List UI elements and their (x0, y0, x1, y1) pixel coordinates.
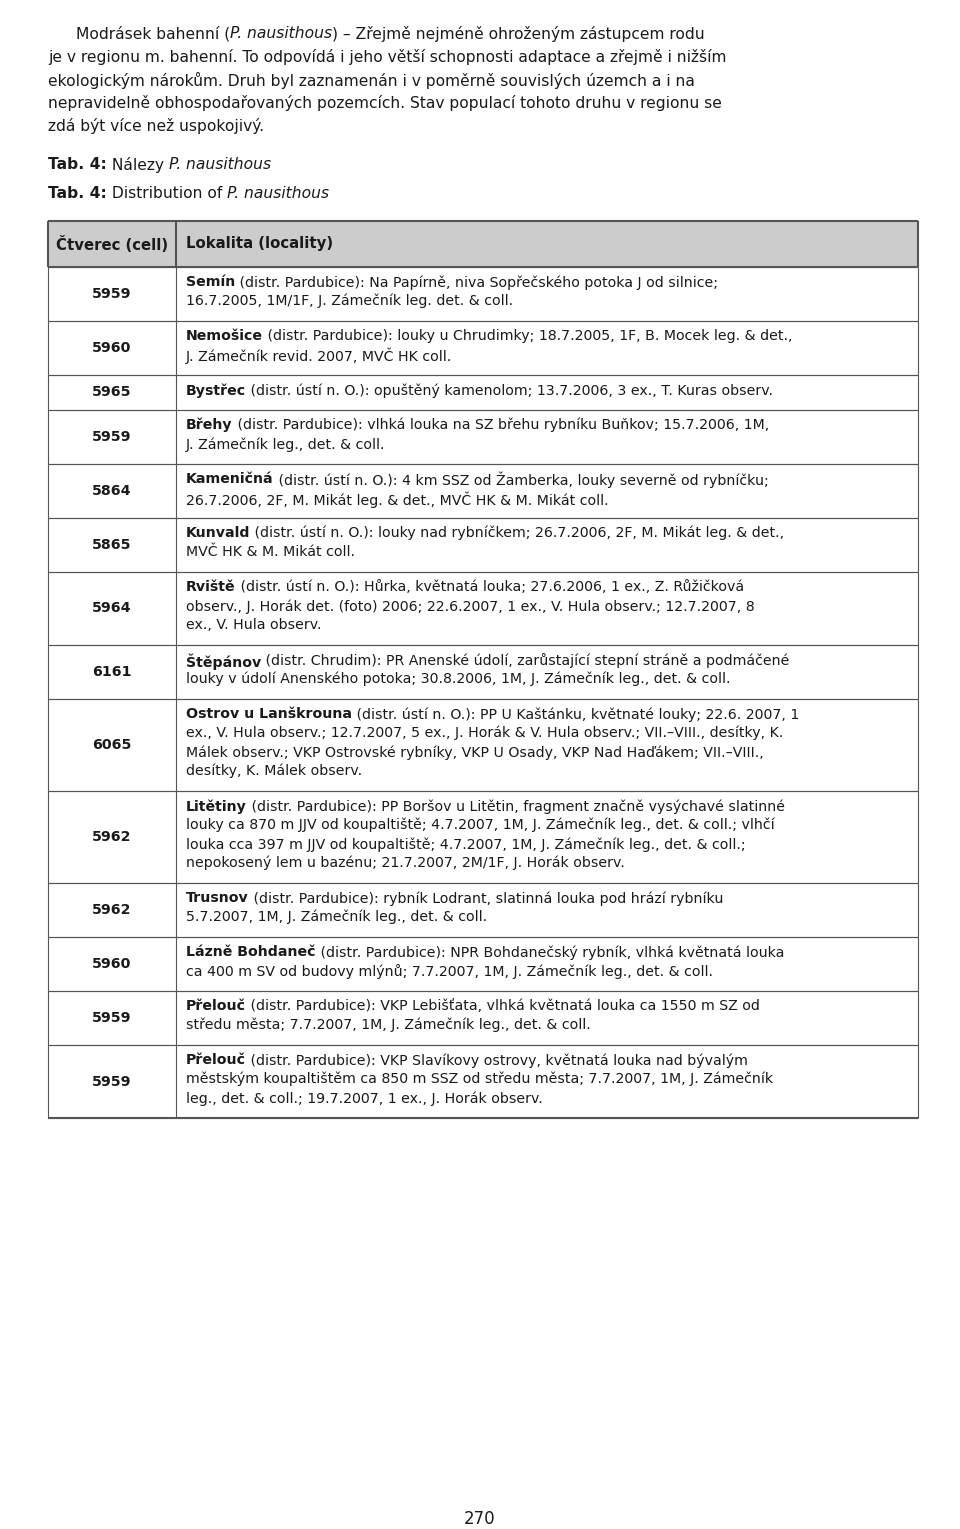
Text: Čtverec (cell): Čtverec (cell) (56, 235, 168, 252)
Text: Trusnov: Trusnov (186, 891, 249, 905)
Text: Přelouč: Přelouč (186, 998, 246, 1014)
Text: J. Zámečník revid. 2007, MVČ HK coll.: J. Zámečník revid. 2007, MVČ HK coll. (186, 349, 452, 364)
Text: (distr. Pardubice): VKP Slavíkovy ostrovy, květnatá louka nad bývalým: (distr. Pardubice): VKP Slavíkovy ostrov… (246, 1053, 748, 1067)
Bar (48, 699, 918, 790)
Text: Málek observ.; VKP Ostrovské rybníky, VKP U Osady, VKP Nad Haďákem; VII.–VIII.,: Málek observ.; VKP Ostrovské rybníky, VK… (186, 745, 764, 760)
Text: Bystřec: Bystřec (186, 382, 246, 398)
Text: Modrásek bahenní (: Modrásek bahenní ( (76, 26, 230, 41)
Text: MVČ HK & M. Mikát coll.: MVČ HK & M. Mikát coll. (186, 544, 355, 560)
Text: 5959: 5959 (92, 430, 132, 443)
Text: Tab. 4:: Tab. 4: (48, 187, 107, 200)
Text: nepokosený lem u bazénu; 21.7.2007, 2M/1F, J. Horák observ.: nepokosený lem u bazénu; 21.7.2007, 2M/1… (186, 856, 625, 870)
Text: 5965: 5965 (92, 385, 132, 399)
Text: Kunvald: Kunvald (186, 526, 251, 540)
Text: louka cca 397 m JJV od koupaltiště; 4.7.2007, 1M, J. Zámečník leg., det. & coll.: louka cca 397 m JJV od koupaltiště; 4.7.… (186, 836, 746, 852)
Bar (48, 790, 918, 884)
Text: louky ca 870 m JJV od koupaltiště; 4.7.2007, 1M, J. Zámečník leg., det. & coll.;: louky ca 870 m JJV od koupaltiště; 4.7.2… (186, 818, 775, 832)
Bar (48, 410, 918, 463)
Bar (48, 645, 918, 699)
Text: Lázně Bohdaneč: Lázně Bohdaneč (186, 945, 316, 959)
Text: Litětiny: Litětiny (186, 800, 247, 813)
Text: Tab. 4:: Tab. 4: (48, 157, 107, 171)
Text: městským koupaltištěm ca 850 m SSZ od středu města; 7.7.2007, 1M, J. Zámečník: městským koupaltištěm ca 850 m SSZ od st… (186, 1072, 773, 1087)
Text: (distr. Pardubice): vlhká louka na SZ břehu rybníku Buňkov; 15.7.2006, 1M,: (distr. Pardubice): vlhká louka na SZ bř… (232, 417, 769, 433)
Text: Rviště: Rviště (186, 579, 235, 593)
Text: 5959: 5959 (92, 1075, 132, 1089)
Text: louky v údolí Anenského potoka; 30.8.2006, 1M, J. Zámečník leg., det. & coll.: louky v údolí Anenského potoka; 30.8.200… (186, 673, 731, 687)
Bar (48, 884, 918, 937)
Text: Distribution of: Distribution of (107, 187, 227, 200)
Text: leg., det. & coll.; 19.7.2007, 1 ex., J. Horák observ.: leg., det. & coll.; 19.7.2007, 1 ex., J.… (186, 1092, 542, 1105)
Bar (48, 268, 918, 321)
Bar (48, 222, 918, 268)
Text: (distr. Pardubice): PP Boršov u Litětin, fragment značně vysýchavé slatinné: (distr. Pardubice): PP Boršov u Litětin,… (247, 800, 785, 813)
Text: 5960: 5960 (92, 957, 132, 971)
Text: 5959: 5959 (92, 287, 132, 301)
Text: (distr. Pardubice): Na Papírně, niva Sopřečského potoka J od silnice;: (distr. Pardubice): Na Papírně, niva Sop… (235, 275, 718, 289)
Text: Nemošice: Nemošice (186, 329, 263, 342)
Text: Kameničná: Kameničná (186, 472, 274, 486)
Text: 5865: 5865 (92, 538, 132, 552)
Text: Břehy: Břehy (186, 417, 232, 433)
Text: ex., V. Hula observ.; 12.7.2007, 5 ex., J. Horák & V. Hula observ.; VII.–VIII., : ex., V. Hula observ.; 12.7.2007, 5 ex., … (186, 726, 783, 740)
Text: (distr. ústí n. O.): PP U Kaštánku, květnaté louky; 22.6. 2007, 1: (distr. ústí n. O.): PP U Kaštánku, květ… (352, 706, 800, 722)
Text: J. Zámečník leg., det. & coll.: J. Zámečník leg., det. & coll. (186, 437, 386, 451)
Text: (distr. Pardubice): louky u Chrudimky; 18.7.2005, 1F, B. Mocek leg. & det.,: (distr. Pardubice): louky u Chrudimky; 1… (263, 329, 793, 342)
Text: P. nausithous: P. nausithous (169, 157, 271, 171)
Text: nepravidelně obhospodařovaných pozemcích. Stav populací tohoto druhu v regionu s: nepravidelně obhospodařovaných pozemcích… (48, 95, 722, 112)
Text: P. nausithous: P. nausithous (227, 187, 329, 200)
Bar (48, 572, 918, 645)
Bar (48, 518, 918, 572)
Text: desítky, K. Málek observ.: desítky, K. Málek observ. (186, 764, 362, 778)
Text: Štěpánov: Štěpánov (186, 653, 261, 670)
Text: Lokalita (locality): Lokalita (locality) (186, 235, 333, 251)
Text: P. nausithous: P. nausithous (230, 26, 332, 41)
Text: 26.7.2006, 2F, M. Mikát leg. & det., MVČ HK & M. Mikát coll.: 26.7.2006, 2F, M. Mikát leg. & det., MVČ… (186, 491, 609, 508)
Bar (48, 991, 918, 1044)
Text: 270: 270 (465, 1511, 495, 1527)
Text: (distr. ústí n. O.): Hůrka, květnatá louka; 27.6.2006, 1 ex., Z. Růžičková: (distr. ústí n. O.): Hůrka, květnatá lou… (235, 579, 744, 593)
Text: (distr. Pardubice): VKP Lebišťata, vlhká květnatá louka ca 1550 m SZ od: (distr. Pardubice): VKP Lebišťata, vlhká… (246, 998, 760, 1014)
Bar (48, 375, 918, 410)
Text: 6161: 6161 (92, 665, 132, 679)
Text: je v regionu m. bahenní. To odpovídá i jeho větší schopnosti adaptace a zřejmě i: je v regionu m. bahenní. To odpovídá i j… (48, 49, 727, 66)
Text: Nálezy: Nálezy (107, 157, 169, 173)
Text: (distr. Pardubice): rybník Lodrant, slatinná louka pod hrází rybníku: (distr. Pardubice): rybník Lodrant, slat… (249, 891, 723, 905)
Text: 6065: 6065 (92, 739, 132, 752)
Text: 16.7.2005, 1M/1F, J. Zámečník leg. det. & coll.: 16.7.2005, 1M/1F, J. Zámečník leg. det. … (186, 294, 514, 309)
Bar (48, 1044, 918, 1118)
Text: 5.7.2007, 1M, J. Zámečník leg., det. & coll.: 5.7.2007, 1M, J. Zámečník leg., det. & c… (186, 910, 487, 925)
Text: ex., V. Hula observ.: ex., V. Hula observ. (186, 618, 322, 631)
Text: 5864: 5864 (92, 485, 132, 498)
Text: (distr. Chrudim): PR Anenské údolí, zarůstající stepní stráně a podmáčené: (distr. Chrudim): PR Anenské údolí, zarů… (261, 653, 790, 668)
Text: observ., J. Horák det. (foto) 2006; 22.6.2007, 1 ex., V. Hula observ.; 12.7.2007: observ., J. Horák det. (foto) 2006; 22.6… (186, 599, 755, 613)
Text: 5962: 5962 (92, 830, 132, 844)
Text: (distr. ústí n. O.): louky nad rybníčkem; 26.7.2006, 2F, M. Mikát leg. & det.,: (distr. ústí n. O.): louky nad rybníčkem… (251, 526, 784, 540)
Text: ) – Zřejmě nejméně ohroženým zástupcem rodu: ) – Zřejmě nejméně ohroženým zástupcem r… (332, 26, 705, 41)
Text: zdá být více než uspokojivý.: zdá být více než uspokojivý. (48, 118, 264, 135)
Text: (distr. Pardubice): NPR Bohdanečský rybník, vlhká květnatá louka: (distr. Pardubice): NPR Bohdanečský rybn… (316, 945, 784, 960)
Bar (48, 937, 918, 991)
Text: (distr. ústí n. O.): opuštěný kamenolom; 13.7.2006, 3 ex., T. Kuras observ.: (distr. ústí n. O.): opuštěný kamenolom;… (246, 382, 773, 398)
Bar (48, 321, 918, 375)
Text: Ostrov u Lanškrouna: Ostrov u Lanškrouna (186, 706, 352, 722)
Bar (48, 463, 918, 518)
Text: 5959: 5959 (92, 1011, 132, 1024)
Text: 5964: 5964 (92, 601, 132, 616)
Text: středu města; 7.7.2007, 1M, J. Zámečník leg., det. & coll.: středu města; 7.7.2007, 1M, J. Zámečník … (186, 1018, 590, 1032)
Text: ekologickým nárokům. Druh byl zaznamenán i v poměrně souvislých územch a i na: ekologickým nárokům. Druh byl zaznamenán… (48, 72, 695, 89)
Text: 5962: 5962 (92, 904, 132, 917)
Text: Semín: Semín (186, 275, 235, 289)
Text: (distr. ústí n. O.): 4 km SSZ od Žamberka, louky severně od rybníčku;: (distr. ústí n. O.): 4 km SSZ od Žamberk… (274, 472, 768, 488)
Text: ca 400 m SV od budovy mlýnů; 7.7.2007, 1M, J. Zámečník leg., det. & coll.: ca 400 m SV od budovy mlýnů; 7.7.2007, 1… (186, 963, 713, 979)
Text: 5960: 5960 (92, 341, 132, 355)
Text: Přelouč: Přelouč (186, 1053, 246, 1067)
